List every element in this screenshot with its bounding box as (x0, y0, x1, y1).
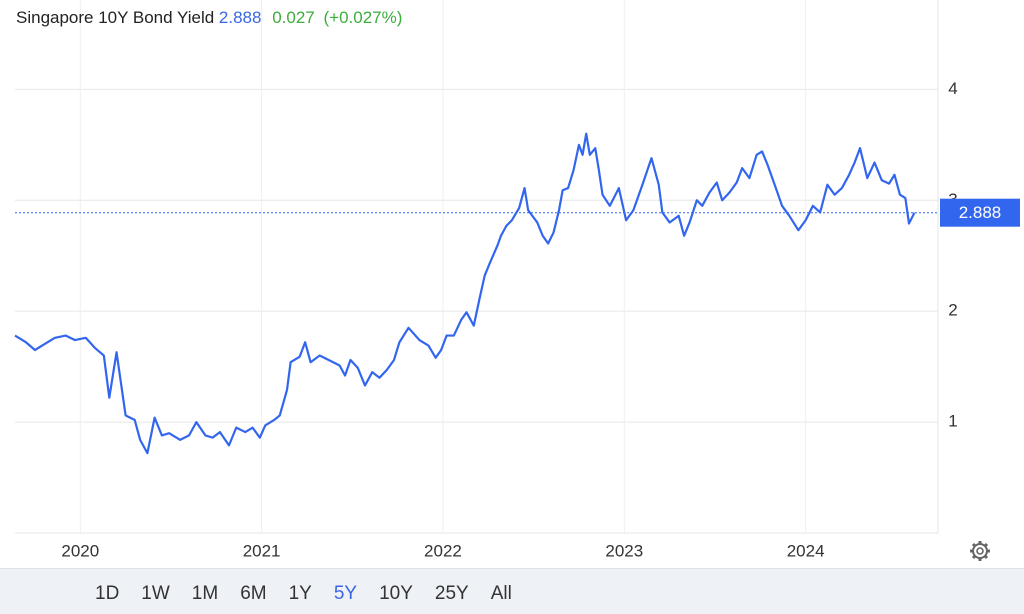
x-tick-label: 2023 (605, 541, 643, 560)
title: Singapore 10Y Bond Yield (16, 8, 215, 27)
range-button[interactable]: 1M (183, 579, 227, 609)
range-button[interactable]: 5Y (325, 579, 366, 609)
settings-icon[interactable] (970, 541, 990, 561)
range-button[interactable]: 6M (231, 579, 275, 609)
range-button[interactable]: 1Y (280, 579, 321, 609)
x-tick-label: 2022 (424, 541, 462, 560)
y-tick-label: 4 (948, 79, 957, 98)
range-button[interactable]: 1D (86, 579, 128, 609)
x-tick-label: 2021 (243, 541, 281, 560)
change: 0.027 (272, 8, 315, 27)
change-percent: (+0.027%) (323, 8, 403, 27)
plot (14, 132, 938, 455)
gear-teeth (970, 541, 990, 561)
range-buttons: 1D 1W 1M 6M 1Y 5Y 10Y 25Y All (86, 579, 525, 609)
y-tick-label: 1 (948, 412, 957, 431)
chart: 1234202020212022202320242.888 (14, 0, 1020, 561)
labels: 1234202020212022202320242.888 (61, 79, 1020, 560)
gear-hub (976, 547, 984, 555)
range-button[interactable]: 10Y (370, 579, 422, 609)
range-button[interactable]: 25Y (426, 579, 478, 609)
current-value-label: 2.888 (959, 203, 1002, 222)
header: Singapore 10Y Bond Yield 2.888 0.027 (+0… (16, 8, 402, 28)
grid (15, 0, 938, 533)
range-button[interactable]: 1W (132, 579, 179, 609)
current-value-box (940, 198, 1020, 227)
x-tick-label: 2024 (787, 541, 825, 560)
gear-ring (972, 543, 988, 559)
range-bar: 1D 1W 1M 6M 1Y 5Y 10Y 25Y All (0, 568, 1024, 614)
series-line (14, 132, 916, 455)
y-tick-label: 2 (948, 301, 957, 320)
x-tick-label: 2020 (61, 541, 99, 560)
last-value: 2.888 (218, 8, 262, 27)
range-button[interactable]: All (482, 579, 521, 609)
